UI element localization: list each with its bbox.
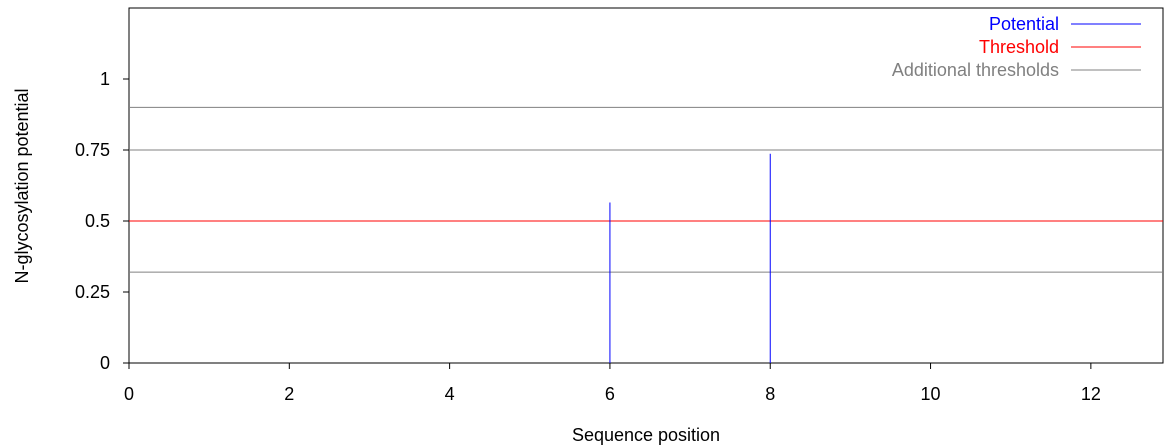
additional-threshold-lines [129,106,1163,273]
x-axis-ticks: 0 2 4 6 8 10 12 [124,363,1101,404]
y-axis-ticks: 0 0.25 0.5 0.75 1 [75,69,129,373]
y-tick-label: 0.25 [75,282,110,302]
legend-label: Threshold [979,37,1059,57]
legend-label: Potential [989,14,1059,34]
x-tick-label: 6 [605,384,615,404]
y-tick-label: 1 [100,69,110,89]
y-tick-label: 0.75 [75,140,110,160]
x-tick-label: 0 [124,384,134,404]
legend-label: Additional thresholds [892,60,1059,80]
potential-impulses [609,153,771,363]
x-tick-label: 8 [765,384,775,404]
x-tick-label: 4 [445,384,455,404]
y-tick-label: 0 [100,353,110,373]
y-tick-label: 0.5 [85,211,110,231]
x-tick-label: 2 [284,384,294,404]
plot-frame [128,7,1164,364]
x-tick-label: 12 [1081,384,1101,404]
x-tick-label: 10 [921,384,941,404]
x-axis-label: Sequence position [572,425,720,445]
legend: Potential Threshold Additional thresholds [892,14,1141,80]
y-axis-label: N-glycosylation potential [12,88,32,283]
